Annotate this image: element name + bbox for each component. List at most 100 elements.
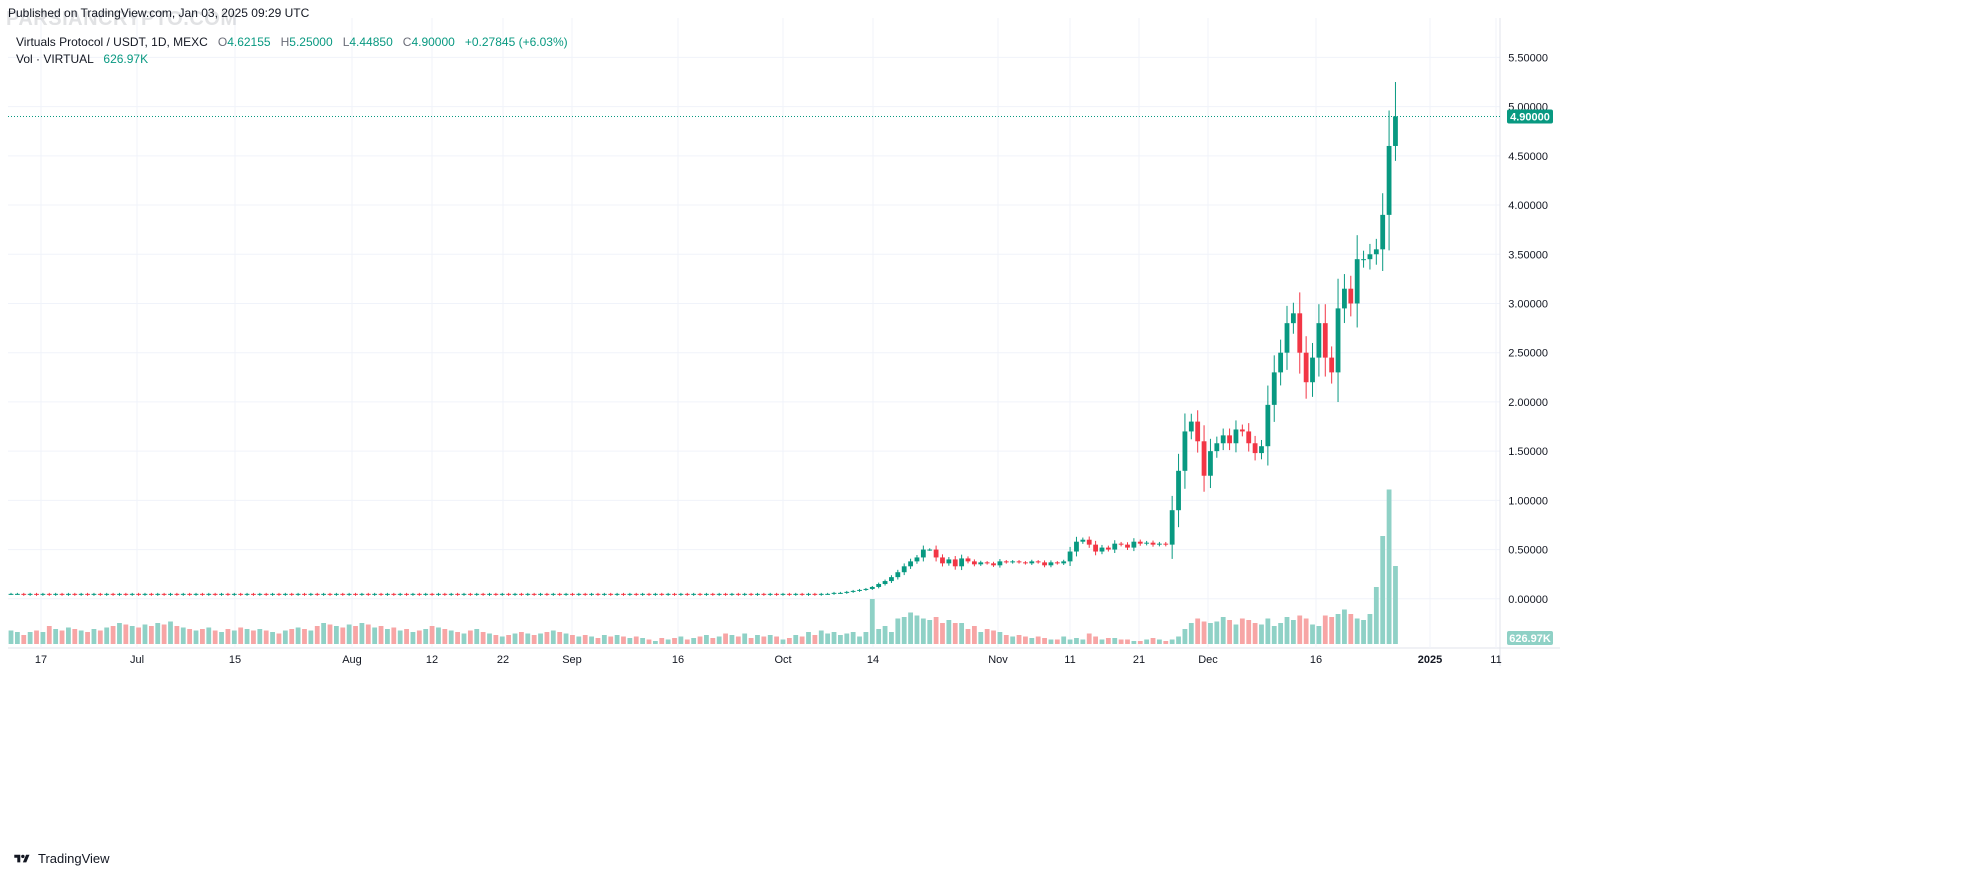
symbol-title[interactable]: Virtuals Protocol / USDT, 1D, MEXC: [16, 35, 208, 49]
y-tick-label: 4.00000: [1508, 200, 1548, 212]
tradingview-brand[interactable]: TradingView: [12, 851, 110, 866]
candle-body: [110, 593, 116, 595]
candle-body: [672, 593, 677, 595]
volume-bar: [659, 638, 665, 644]
candle-body: [761, 593, 767, 595]
volume-bar: [148, 626, 154, 644]
volume-bar: [1361, 620, 1366, 644]
candle-body: [168, 593, 173, 595]
volume-badge: [1507, 631, 1553, 645]
volume-bar: [774, 636, 779, 644]
volume-bar: [1335, 614, 1341, 644]
volume-bar: [697, 636, 703, 644]
x-tick-label: Jul: [130, 654, 144, 666]
volume-bar: [876, 629, 882, 644]
volume-bar: [53, 629, 59, 644]
candle-body: [1259, 446, 1264, 454]
candle-body: [104, 593, 110, 595]
ohlc-row: Virtuals Protocol / USDT, 1D, MEXC O4.62…: [16, 34, 568, 51]
candle-body: [212, 593, 218, 595]
candle-body: [1393, 116, 1398, 146]
volume-bar: [8, 630, 14, 644]
candle-body: [180, 593, 186, 595]
candle-body: [1093, 544, 1098, 552]
volume-bar: [251, 630, 256, 644]
volume-bar: [1125, 639, 1130, 644]
candle-body: [27, 593, 33, 595]
candle-body: [1227, 435, 1232, 444]
candle-body: [646, 593, 652, 595]
candle-body: [53, 593, 59, 595]
candle-body: [257, 593, 263, 595]
candle-body: [59, 593, 65, 595]
candle-body: [289, 593, 295, 595]
candle-body: [174, 593, 180, 595]
volume-bar: [276, 633, 282, 644]
candle-body: [1125, 544, 1130, 548]
volume-bar: [168, 621, 173, 644]
volume-bar: [378, 626, 384, 644]
candle-body: [889, 577, 894, 582]
candle-body: [136, 593, 141, 595]
candle-body: [1278, 352, 1284, 373]
candle-body: [129, 593, 135, 595]
candle-body: [716, 593, 722, 595]
close-label: C: [402, 35, 412, 49]
candle-body: [519, 593, 524, 595]
volume-bar: [831, 632, 837, 644]
candle-body: [1386, 145, 1392, 215]
volume-bar: [1259, 624, 1264, 644]
candle-body: [1361, 259, 1366, 261]
volume-bar: [436, 627, 441, 644]
volume-bar: [474, 629, 480, 644]
candle-body: [1303, 352, 1309, 383]
volume-bar: [442, 629, 448, 644]
candle-body: [1182, 431, 1188, 471]
volume-bar: [1214, 621, 1220, 644]
candle-body: [895, 572, 901, 578]
candle-body: [21, 593, 27, 595]
volume-bar: [1137, 641, 1143, 644]
candle-body: [1086, 539, 1092, 545]
volume-bar: [652, 641, 658, 644]
volume-bar: [1354, 618, 1360, 644]
candle-body: [748, 593, 754, 595]
volume-bar: [455, 632, 460, 644]
x-tick-label: 16: [1310, 654, 1322, 666]
volume-bar: [467, 630, 473, 644]
x-tick-label: 16: [672, 654, 684, 666]
candle-body: [1380, 214, 1386, 250]
candle-body: [455, 593, 460, 595]
volume-bar: [1265, 618, 1271, 644]
volume-bar: [806, 632, 811, 644]
candle-body: [206, 593, 212, 595]
price-axis[interactable]: 5.500005.000004.500004.000003.500003.000…: [1508, 52, 1548, 605]
candle-body: [901, 566, 907, 573]
change-value: +0.27845 (+6.03%): [464, 35, 568, 49]
time-axis[interactable]: 17 Jul 15 Aug 12 22 Sep 16 Oct 14 Nov 11 21 Dec 16 2025…: [35, 654, 1502, 666]
x-tick-label: 22: [497, 654, 509, 666]
open-label: O: [217, 35, 228, 49]
candle-body: [346, 593, 352, 595]
candle-body: [353, 593, 358, 595]
volume-label[interactable]: Vol · VIRTUAL: [16, 52, 94, 66]
candle-body: [838, 592, 843, 594]
candle-body: [308, 593, 314, 595]
volume-bar: [863, 632, 869, 644]
volume-bar: [691, 638, 697, 644]
candle-body: [512, 593, 518, 595]
x-tick-label: 2025: [1418, 654, 1442, 666]
candle-body: [1284, 323, 1290, 353]
candle-body: [946, 559, 952, 564]
volume-bar: [340, 627, 346, 644]
volume-bar: [672, 638, 677, 644]
volume-bar: [1322, 615, 1328, 644]
volume-bar: [321, 623, 327, 644]
candle-body: [1329, 357, 1335, 373]
volume-bar: [295, 627, 301, 644]
volume-bar: [1227, 620, 1232, 644]
candle-body: [40, 593, 46, 595]
candle-body: [678, 593, 684, 595]
candle-body: [844, 591, 850, 593]
